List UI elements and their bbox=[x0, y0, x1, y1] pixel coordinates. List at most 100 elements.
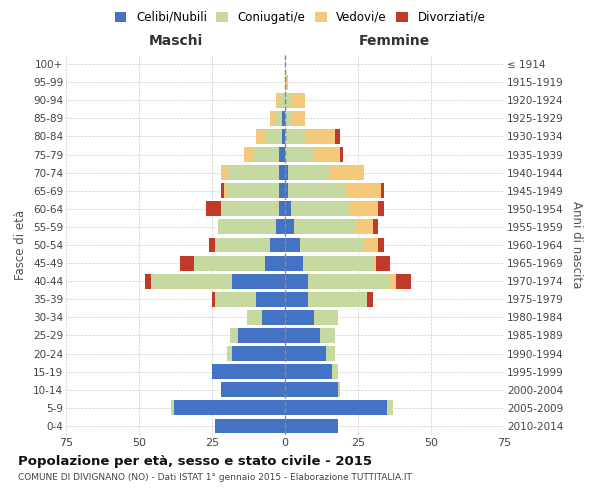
Bar bbox=[285, 310, 314, 325]
Bar bbox=[221, 202, 279, 216]
Bar bbox=[253, 147, 279, 162]
Bar bbox=[285, 292, 308, 306]
Bar bbox=[282, 111, 285, 126]
Bar bbox=[338, 382, 340, 397]
Bar bbox=[276, 93, 279, 108]
Bar bbox=[218, 220, 276, 234]
Bar bbox=[382, 184, 384, 198]
Bar bbox=[151, 274, 232, 288]
Bar bbox=[291, 111, 305, 126]
Bar bbox=[285, 129, 305, 144]
Bar bbox=[390, 274, 396, 288]
Bar bbox=[145, 274, 151, 288]
Bar bbox=[332, 364, 338, 379]
Bar bbox=[387, 400, 393, 415]
Bar bbox=[212, 292, 215, 306]
Bar bbox=[285, 74, 288, 90]
Bar bbox=[285, 364, 332, 379]
Bar bbox=[262, 310, 285, 325]
Bar bbox=[271, 238, 285, 252]
Text: Femmine: Femmine bbox=[359, 34, 430, 48]
Bar bbox=[224, 184, 227, 198]
Bar bbox=[302, 256, 373, 270]
Bar bbox=[282, 129, 285, 144]
Bar bbox=[285, 202, 291, 216]
Bar bbox=[232, 274, 285, 288]
Bar bbox=[285, 382, 338, 397]
Bar bbox=[285, 256, 302, 270]
Bar bbox=[285, 346, 326, 361]
Bar bbox=[285, 165, 288, 180]
Bar bbox=[227, 346, 232, 361]
Bar bbox=[294, 220, 355, 234]
Bar bbox=[206, 202, 221, 216]
Bar bbox=[215, 418, 285, 434]
Text: Popolazione per età, sesso e stato civile - 2015: Popolazione per età, sesso e stato civil… bbox=[18, 455, 372, 468]
Y-axis label: Anni di nascita: Anni di nascita bbox=[570, 202, 583, 288]
Bar bbox=[276, 111, 282, 126]
Bar bbox=[285, 400, 387, 415]
Bar bbox=[288, 184, 346, 198]
Bar bbox=[285, 111, 291, 126]
Bar bbox=[215, 238, 271, 252]
Bar bbox=[373, 256, 376, 270]
Bar bbox=[355, 220, 373, 234]
Bar bbox=[221, 165, 227, 180]
Bar bbox=[329, 165, 364, 180]
Y-axis label: Fasce di età: Fasce di età bbox=[14, 210, 28, 280]
Bar bbox=[227, 165, 279, 180]
Bar bbox=[326, 346, 335, 361]
Bar bbox=[285, 220, 294, 234]
Bar bbox=[285, 184, 288, 198]
Bar bbox=[291, 202, 349, 216]
Bar bbox=[299, 238, 364, 252]
Bar bbox=[346, 184, 382, 198]
Bar bbox=[364, 238, 379, 252]
Bar bbox=[308, 274, 390, 288]
Bar bbox=[180, 256, 194, 270]
Bar bbox=[271, 111, 276, 126]
Bar bbox=[247, 310, 262, 325]
Bar bbox=[314, 147, 340, 162]
Bar bbox=[288, 165, 329, 180]
Bar bbox=[212, 364, 285, 379]
Text: Maschi: Maschi bbox=[148, 34, 203, 48]
Bar bbox=[279, 202, 285, 216]
Bar bbox=[291, 93, 305, 108]
Text: COMUNE DI DIVIGNANO (NO) - Dati ISTAT 1° gennaio 2015 - Elaborazione TUTTITALIA.: COMUNE DI DIVIGNANO (NO) - Dati ISTAT 1°… bbox=[18, 472, 412, 482]
Bar bbox=[230, 328, 238, 343]
Bar bbox=[227, 184, 279, 198]
Bar bbox=[276, 220, 285, 234]
Bar bbox=[379, 238, 384, 252]
Bar bbox=[221, 184, 224, 198]
Bar bbox=[308, 292, 367, 306]
Bar bbox=[285, 93, 291, 108]
Bar bbox=[174, 400, 285, 415]
Bar bbox=[256, 129, 265, 144]
Bar bbox=[279, 165, 285, 180]
Bar bbox=[320, 328, 335, 343]
Bar bbox=[285, 328, 320, 343]
Bar bbox=[367, 292, 373, 306]
Bar bbox=[244, 147, 253, 162]
Bar bbox=[379, 202, 384, 216]
Bar bbox=[340, 147, 343, 162]
Bar bbox=[305, 129, 335, 144]
Bar bbox=[285, 418, 338, 434]
Bar bbox=[396, 274, 410, 288]
Bar bbox=[221, 382, 285, 397]
Bar bbox=[335, 129, 340, 144]
Bar bbox=[215, 292, 256, 306]
Bar bbox=[373, 220, 379, 234]
Bar bbox=[279, 184, 285, 198]
Bar bbox=[376, 256, 390, 270]
Bar bbox=[349, 202, 379, 216]
Bar bbox=[285, 274, 308, 288]
Bar bbox=[209, 238, 215, 252]
Bar bbox=[256, 292, 285, 306]
Bar bbox=[285, 238, 299, 252]
Bar bbox=[194, 256, 265, 270]
Bar bbox=[314, 310, 338, 325]
Bar bbox=[238, 328, 285, 343]
Bar bbox=[171, 400, 174, 415]
